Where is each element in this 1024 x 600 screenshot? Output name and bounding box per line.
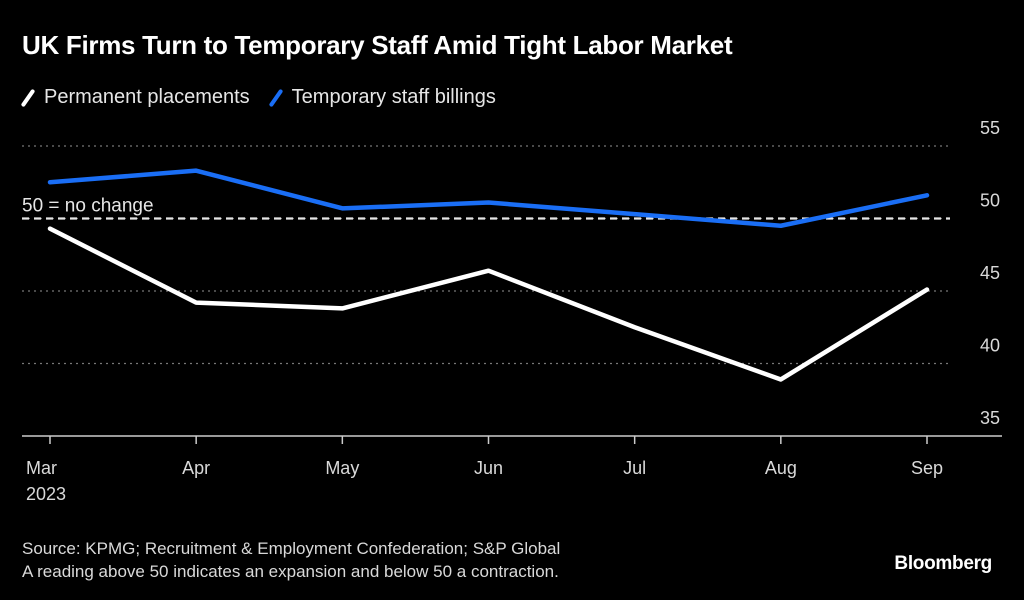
legend-item-permanent: Permanent placements <box>20 86 250 109</box>
y-axis: 35 40 45 50 55 <box>980 118 1000 428</box>
legend-item-temporary: Temporary staff billings <box>268 86 496 109</box>
methodology-note: A reading above 50 indicates an expansio… <box>22 562 559 581</box>
reference-line-group: 50 = no change <box>22 196 950 220</box>
x-tick-sublabel: 2023 <box>26 484 66 504</box>
x-tick-label: Apr <box>182 458 210 478</box>
bloomberg-logo: Bloomberg <box>894 553 992 574</box>
source-note: Source: KPMG; Recruitment & Employment C… <box>22 539 561 558</box>
y-tick-label: 45 <box>980 263 1000 283</box>
y-tick-label: 55 <box>980 118 1000 138</box>
y-tick-label: 35 <box>980 408 1000 428</box>
reference-line-label: 50 = no change <box>22 196 154 217</box>
x-tick-label: Jul <box>623 458 646 478</box>
x-tick-label: Mar <box>26 458 57 478</box>
series-lines <box>47 168 930 382</box>
footer: Source: KPMG; Recruitment & Employment C… <box>22 537 560 583</box>
y-tick-label: 40 <box>980 336 1000 356</box>
x-tick-label: Sep <box>911 458 943 478</box>
y-tick-label: 50 <box>980 191 1000 211</box>
x-axis: Mar Apr May Jun Jul Aug Sep 2023 <box>22 435 1002 504</box>
x-tick-label: May <box>325 458 359 478</box>
gridlines <box>22 145 952 365</box>
series-line-permanent <box>47 226 930 382</box>
legend: Permanent placements Temporary staff bil… <box>20 86 516 109</box>
chart-title: UK Firms Turn to Temporary Staff Amid Ti… <box>22 30 733 60</box>
legend-label-temporary: Temporary staff billings <box>291 86 496 108</box>
x-tick-label: Jun <box>474 458 503 478</box>
x-tick-label: Aug <box>765 458 797 478</box>
legend-label-permanent: Permanent placements <box>44 86 250 108</box>
